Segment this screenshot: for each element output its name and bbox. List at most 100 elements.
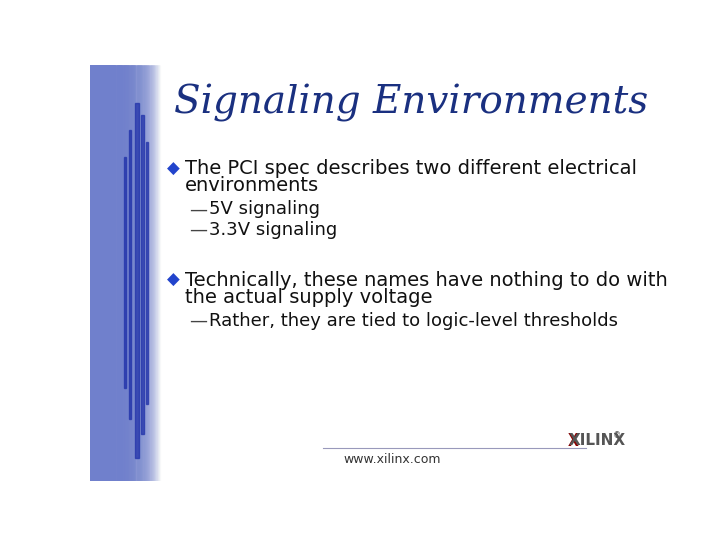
Bar <box>134 65 135 481</box>
Bar <box>142 65 143 481</box>
Bar <box>147 65 148 481</box>
Text: The PCI spec describes two different electrical: The PCI spec describes two different ele… <box>184 159 636 178</box>
Bar <box>151 65 152 481</box>
Bar <box>141 115 144 434</box>
Bar <box>126 65 127 481</box>
Bar <box>156 65 157 481</box>
Bar <box>139 65 140 481</box>
Bar <box>113 65 114 481</box>
Bar <box>105 65 106 481</box>
Bar <box>124 65 125 481</box>
Bar <box>117 65 118 481</box>
Bar <box>136 65 137 481</box>
Bar <box>131 65 132 481</box>
Bar <box>120 65 121 481</box>
Bar <box>129 65 130 481</box>
Text: 5V signaling: 5V signaling <box>210 200 320 218</box>
Bar <box>129 130 131 419</box>
Bar <box>132 65 134 481</box>
Bar <box>114 65 115 481</box>
Bar <box>157 65 158 481</box>
Bar <box>113 65 114 481</box>
Bar <box>132 65 133 481</box>
Bar <box>126 65 127 481</box>
Bar <box>95 65 96 481</box>
Bar <box>143 65 144 481</box>
Text: Rather, they are tied to logic-level thresholds: Rather, they are tied to logic-level thr… <box>210 312 618 330</box>
Bar <box>153 65 154 481</box>
Text: ◆: ◆ <box>167 160 180 178</box>
Bar <box>140 65 141 481</box>
Bar <box>128 65 129 481</box>
Bar <box>130 65 131 481</box>
Bar <box>107 65 108 481</box>
Text: ◆: ◆ <box>167 272 180 289</box>
Bar <box>93 65 94 481</box>
Bar <box>149 65 150 481</box>
Bar <box>141 65 142 481</box>
Bar <box>110 65 111 481</box>
Bar <box>108 65 109 481</box>
Bar <box>137 65 138 481</box>
Bar <box>101 65 102 481</box>
Bar <box>122 65 123 481</box>
Bar <box>145 142 148 403</box>
Bar <box>120 65 121 481</box>
Bar <box>102 65 104 481</box>
Bar <box>118 65 119 481</box>
Bar <box>100 65 101 481</box>
Bar <box>159 65 160 481</box>
Bar <box>147 65 148 481</box>
Bar <box>130 65 131 481</box>
Bar <box>142 65 143 481</box>
Text: ®: ® <box>613 431 621 441</box>
Bar <box>124 65 125 481</box>
Bar <box>116 65 117 481</box>
Bar <box>138 65 139 481</box>
Bar <box>90 65 91 481</box>
Bar <box>155 65 156 481</box>
Bar <box>96 65 97 481</box>
Text: 3.3V signaling: 3.3V signaling <box>210 221 338 239</box>
Bar <box>94 65 96 481</box>
Bar <box>156 65 158 481</box>
Bar <box>106 65 107 481</box>
Bar <box>135 65 136 481</box>
Bar <box>99 65 100 481</box>
Text: XILINX: XILINX <box>568 433 626 448</box>
Bar <box>158 65 159 481</box>
Bar <box>91 65 92 481</box>
Text: environments: environments <box>184 176 319 195</box>
Bar <box>131 65 132 481</box>
Bar <box>134 65 135 481</box>
Text: X: X <box>568 431 579 450</box>
Bar <box>100 65 101 481</box>
Bar <box>124 157 126 388</box>
Bar <box>145 65 146 481</box>
Bar <box>151 65 152 481</box>
Bar <box>92 65 93 481</box>
Bar <box>117 65 118 481</box>
Bar <box>159 65 160 481</box>
Bar <box>155 65 156 481</box>
Text: Technically, these names have nothing to do with: Technically, these names have nothing to… <box>184 271 667 290</box>
Bar <box>119 65 120 481</box>
Bar <box>111 65 112 481</box>
Bar <box>118 65 120 481</box>
Bar <box>148 65 149 481</box>
Bar <box>139 65 140 481</box>
Bar <box>96 65 97 481</box>
Bar <box>127 65 128 481</box>
Bar <box>152 65 153 481</box>
Bar <box>133 65 134 481</box>
Bar <box>105 65 106 481</box>
Bar <box>101 65 102 481</box>
Bar <box>112 65 113 481</box>
Bar <box>137 65 138 481</box>
Bar <box>104 65 105 481</box>
Bar <box>108 65 109 481</box>
Bar <box>104 65 105 481</box>
Bar <box>154 65 155 481</box>
Bar <box>116 65 117 481</box>
Bar <box>92 65 93 481</box>
